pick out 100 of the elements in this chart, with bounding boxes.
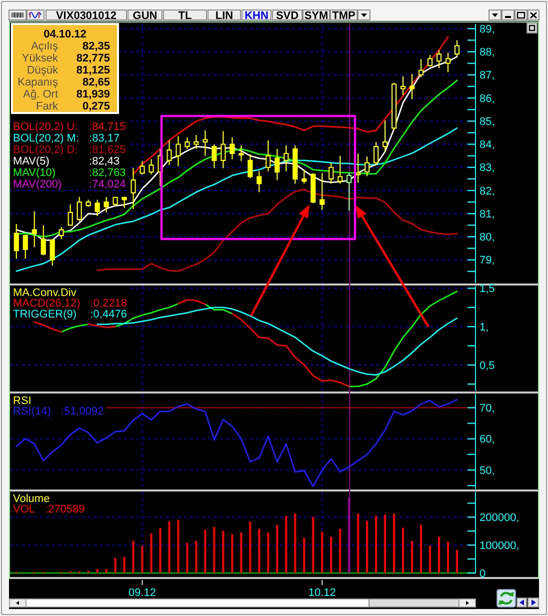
bar: [96, 569, 98, 573]
annotation: :83,17: [89, 132, 120, 144]
y-tick-label: 79,: [480, 254, 495, 267]
candlestick: [58, 226, 64, 240]
text: MAV(5): [13, 155, 50, 168]
y-tick-label: 88,: [480, 46, 495, 59]
candlestick: [284, 144, 289, 172]
annotation: 82,775: [76, 52, 110, 64]
bar: [348, 497, 350, 573]
bar: [366, 520, 368, 573]
y-tick-label: 82,: [480, 185, 495, 198]
candlestick: [346, 172, 352, 212]
bar: [312, 516, 314, 573]
chart-title: RSI: [13, 394, 32, 407]
y-tick-label: 83,: [480, 162, 495, 174]
annotation: 04.10.12: [44, 28, 86, 40]
annotation: 0,275: [82, 100, 110, 112]
bar: [303, 538, 306, 573]
candlestick: [94, 199, 100, 216]
bar: [447, 542, 450, 573]
bar: [231, 534, 234, 573]
bar: [402, 528, 404, 573]
x-tick-label: 09.12: [128, 586, 156, 599]
chart-title: Volume: [13, 492, 50, 505]
annotation: 82,35: [82, 40, 110, 52]
candlestick: [176, 136, 181, 167]
bar: [222, 530, 224, 573]
bar: [456, 550, 458, 573]
bar: [105, 569, 108, 573]
bar: [114, 558, 116, 573]
y-tick-label: 100000,: [480, 540, 520, 552]
bar: [258, 528, 260, 573]
bar: [285, 516, 288, 573]
candlestick: [364, 156, 370, 177]
candlestick: [409, 73, 415, 100]
bar: [321, 532, 324, 573]
bar: [375, 516, 378, 573]
line-series: [132, 36, 449, 176]
y-tick-label: 0: [480, 568, 486, 580]
y-tick-label: 0,5: [480, 360, 495, 372]
candlestick: [230, 136, 235, 160]
candlestick: [148, 158, 154, 175]
y-tick-label: 86,: [480, 92, 495, 105]
annotation: 81,939: [76, 88, 110, 100]
text: MAV(10): [13, 166, 56, 179]
candlestick: [310, 172, 316, 204]
annotation: Ağ. Ort: [23, 88, 58, 100]
candlestick: [166, 140, 172, 166]
text: KHN: [244, 10, 268, 22]
bar: [357, 514, 360, 573]
annotation: Kapanış: [18, 76, 58, 88]
bar: [240, 532, 242, 573]
candlestick: [122, 196, 127, 208]
annotation: :82,43: [89, 155, 120, 168]
y-tick-label: 200000,: [480, 512, 520, 524]
bar: [438, 536, 440, 573]
text: RSI(14): [13, 406, 51, 418]
annotation: 81,125: [76, 64, 110, 76]
bar: [420, 524, 422, 573]
candlestick: [292, 144, 298, 184]
candlestick: [184, 136, 190, 150]
candlestick: [320, 172, 325, 210]
bar: [204, 530, 206, 573]
text: BOL(20,2) U:: [13, 120, 78, 133]
candlestick: [418, 58, 424, 78]
x-tick-label: 10.12: [308, 586, 336, 599]
y-tick-label: 81,: [480, 208, 495, 220]
chart-title: MA.Conv.Div: [13, 286, 77, 299]
annotation: :0,2218: [90, 298, 127, 310]
bar: [123, 556, 126, 573]
bar: [159, 528, 162, 573]
bar: [213, 526, 216, 573]
bar: [384, 514, 386, 573]
candlestick: [86, 199, 91, 208]
text: TL: [178, 10, 192, 22]
candlestick: [445, 52, 451, 73]
candlestick: [22, 234, 28, 260]
candlestick: [68, 204, 73, 226]
text: GUN: [132, 10, 158, 22]
candlestick: [436, 50, 442, 68]
bar: [429, 546, 432, 573]
y-tick-label: 60,: [480, 434, 495, 446]
y-tick-label: 50,: [480, 464, 495, 477]
text: VOL: [13, 504, 36, 516]
candlestick: [392, 82, 397, 131]
candlestick: [382, 120, 388, 152]
candlestick: [338, 155, 343, 184]
annotation: Düşük: [26, 64, 58, 76]
annotation: :81,625: [89, 144, 126, 156]
y-tick-label: 85,: [480, 116, 495, 128]
candlestick: [400, 76, 406, 96]
candlestick: [302, 169, 307, 184]
candlestick: [427, 54, 433, 67]
candlestick: [238, 144, 244, 162]
candlestick: [374, 141, 379, 166]
annotation: Fark: [36, 100, 58, 112]
bar: [177, 520, 180, 573]
line-series: [96, 188, 458, 272]
bar: [168, 522, 170, 573]
candlestick: [112, 196, 118, 206]
